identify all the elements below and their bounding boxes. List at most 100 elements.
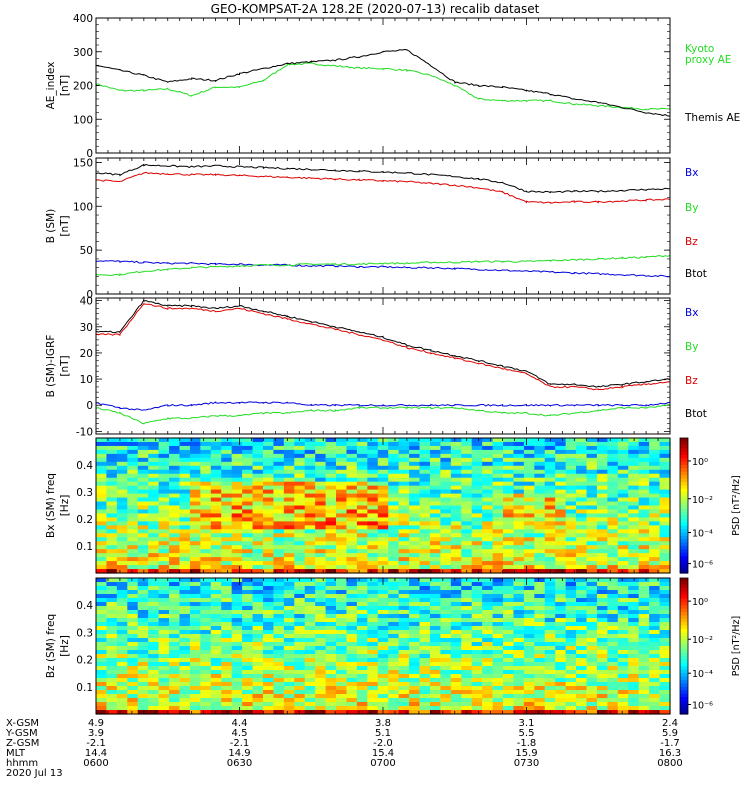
spectrogram-cell <box>356 674 368 679</box>
spectrogram-cell <box>492 694 504 699</box>
spectrogram-cell <box>137 565 149 570</box>
spectrogram-cell <box>273 449 285 455</box>
spectrogram-cell <box>429 509 441 515</box>
spectrogram-cell <box>367 602 379 607</box>
spectrogram-cell <box>388 602 400 607</box>
spectrogram-cell <box>315 541 327 546</box>
spectrogram-cell <box>492 481 504 487</box>
spectrogram-cell <box>503 469 515 475</box>
spectrogram-cell <box>409 505 421 511</box>
spectrogram-cell <box>523 650 535 655</box>
spectrogram-cell <box>367 634 379 639</box>
spectrogram-cell <box>565 453 577 459</box>
spectrogram-cell <box>649 598 661 603</box>
spectrogram-cell <box>96 598 108 603</box>
colorbar-segment <box>680 556 688 561</box>
spectrogram-cell <box>586 449 598 455</box>
spectrogram-cell <box>242 578 254 583</box>
spectrogram-cell <box>461 690 473 695</box>
spectrogram-cell <box>200 449 212 455</box>
spectrogram-cell <box>576 517 588 522</box>
spectrogram-cell <box>148 658 160 663</box>
spectrogram-cell <box>158 590 170 595</box>
spectrogram-cell <box>565 485 577 491</box>
spectrogram-cell <box>659 557 671 562</box>
spectrogram-cell <box>148 654 160 659</box>
spectrogram-cell <box>409 449 421 455</box>
spectrogram-cell <box>210 594 222 599</box>
spectrogram-cell <box>304 501 316 507</box>
spectrogram-cell <box>169 690 181 695</box>
spectrogram-cell <box>492 525 504 530</box>
panel-5: 0.10.20.30.4Bz (SM) freq [Hz]10⁰10⁻²10⁻⁴1… <box>45 577 742 715</box>
spectrogram-cell <box>471 698 483 703</box>
spectrogram-cell <box>346 441 358 447</box>
spectrogram-cell <box>586 545 598 550</box>
spectrogram-cell <box>169 674 181 679</box>
spectrogram-cell <box>273 549 285 554</box>
spectrogram-cell <box>628 469 640 475</box>
spectrogram-cell <box>388 698 400 703</box>
spectrogram-cell <box>315 694 327 699</box>
spectrogram-cell <box>523 578 535 583</box>
spectrogram-cell <box>607 590 619 595</box>
spectrogram-cell <box>367 481 379 487</box>
spectrogram-cell <box>96 525 108 530</box>
spectrogram-cell <box>440 449 452 455</box>
spectrogram-cell <box>242 481 254 487</box>
spectrogram-cell <box>169 473 181 479</box>
spectrogram-cell <box>523 706 535 711</box>
spectrogram-cell <box>576 565 588 570</box>
spectrogram-cell <box>440 658 452 663</box>
y-tick-label: 20 <box>80 348 93 360</box>
spectrogram-cell <box>440 682 452 687</box>
spectrogram-cell <box>576 590 588 595</box>
spectrogram-cell <box>148 561 160 566</box>
spectrogram-cell <box>179 513 191 519</box>
spectrogram-cell <box>513 634 525 639</box>
spectrogram-cell <box>388 654 400 659</box>
spectrogram-cell <box>127 650 139 655</box>
spectrogram-cell <box>596 698 608 703</box>
spectrogram-cell <box>346 610 358 615</box>
spectrogram-cell <box>231 521 243 526</box>
spectrogram-cell <box>179 477 191 483</box>
spectrogram-cell <box>513 501 525 507</box>
spectrogram-cell <box>544 650 556 655</box>
spectrogram-cell <box>429 582 441 587</box>
spectrogram-cell <box>544 694 556 699</box>
spectrogram-cell <box>388 658 400 663</box>
spectrogram-cell <box>294 509 306 515</box>
spectrogram-cell <box>179 565 191 570</box>
spectrogram-cell <box>315 582 327 587</box>
spectrogram-cell <box>565 598 577 603</box>
spectrogram-cell <box>106 493 118 499</box>
spectrogram-cell <box>231 654 243 659</box>
spectrogram-cell <box>409 610 421 615</box>
spectrogram-cell <box>649 505 661 511</box>
spectrogram-cell <box>450 513 462 519</box>
spectrogram-cell <box>555 630 567 635</box>
spectrogram-cell <box>294 537 306 542</box>
spectrogram-cell <box>617 638 629 643</box>
spectrogram-cell <box>565 565 577 570</box>
spectrogram-cell <box>210 582 222 587</box>
spectrogram-cell <box>659 529 671 534</box>
spectrogram-cell <box>576 445 588 451</box>
colorbar-segment <box>680 605 688 610</box>
spectrogram-cell <box>377 650 389 655</box>
spectrogram-cell <box>586 485 598 491</box>
spectrogram-cell <box>127 686 139 691</box>
spectrogram-cell <box>523 642 535 647</box>
spectrogram-cell <box>96 582 108 587</box>
spectrogram-cell <box>450 626 462 631</box>
spectrogram-cell <box>471 646 483 651</box>
spectrogram-cell <box>534 453 546 459</box>
spectrogram-cell <box>356 602 368 607</box>
spectrogram-cell <box>596 650 608 655</box>
spectrogram-cell <box>336 650 348 655</box>
spectrogram-cell <box>356 493 368 499</box>
spectrogram-cell <box>659 650 671 655</box>
spectrogram-cell <box>96 646 108 651</box>
spectrogram-cell <box>429 578 441 583</box>
